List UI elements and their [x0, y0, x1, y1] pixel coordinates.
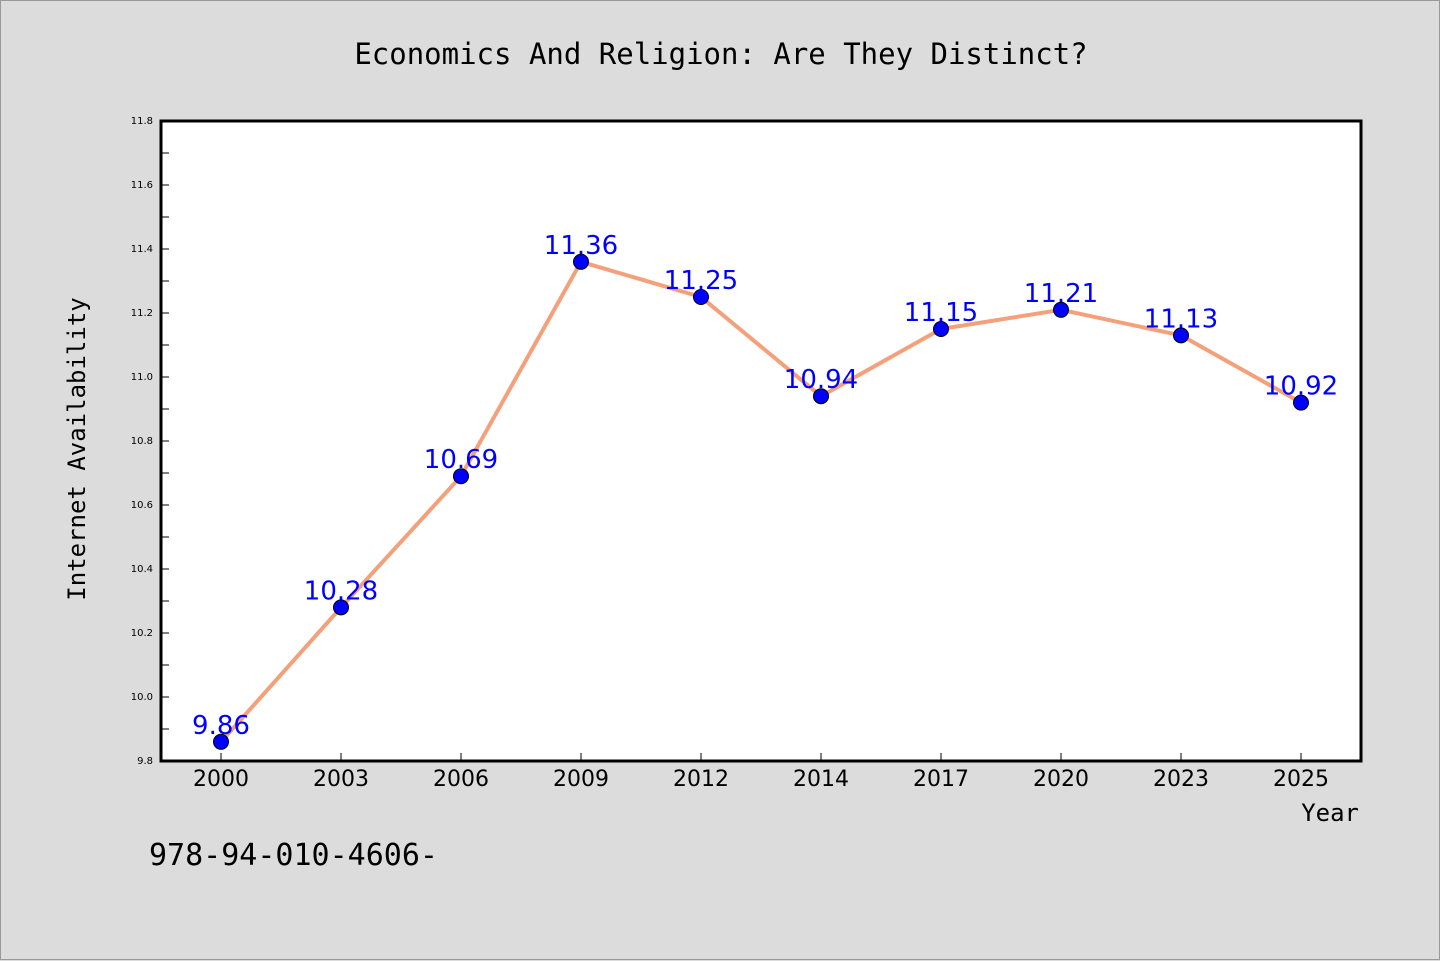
y-tick-label: 11.4 — [131, 244, 153, 255]
data-label-group: 9.86 10.28 10.69 11.36 11.25 10.94 11.15 11.21 1… — [192, 231, 1338, 741]
x-axis-label: Year — [1301, 799, 1359, 827]
x-axis: 2000 2003 2006 2009 2012 2014 2017 2020 2023 2025 — [193, 753, 1329, 792]
x-tick-label: 2006 — [433, 767, 489, 792]
y-axis-label: Internet Availability — [63, 297, 91, 600]
data-point-label: 10.94 — [784, 365, 858, 395]
x-tick-label: 2003 — [313, 767, 369, 792]
y-tick-label: 10.0 — [131, 692, 153, 703]
marker-group — [213, 253, 1309, 750]
data-point-marker — [933, 321, 949, 337]
series-line-group — [219, 259, 1302, 744]
data-point-marker — [1293, 394, 1309, 411]
y-tick-label: 10.4 — [131, 564, 153, 575]
x-tick-label: 2017 — [913, 767, 969, 792]
x-tick-label: 2025 — [1273, 767, 1329, 792]
y-tick-label: 9.8 — [137, 756, 153, 767]
data-point-marker — [693, 289, 709, 305]
plot-area — [161, 121, 1361, 761]
y-tick-label: 10.8 — [131, 436, 153, 447]
data-point-label: 9.86 — [192, 711, 250, 741]
data-point-marker — [1053, 301, 1069, 318]
data-point-marker — [213, 733, 229, 750]
y-tick-label: 10.2 — [131, 628, 153, 639]
x-tick-label: 2009 — [553, 767, 609, 792]
plot-border — [159, 119, 1363, 763]
series-line — [219, 259, 1302, 744]
data-point-label: 11.36 — [544, 231, 618, 261]
y-axis: 9.8 10.0 10.2 10.4 10.6 10.8 11.0 11.2 11.4 11.6 1… — [131, 116, 169, 767]
data-point-label: 11.21 — [1024, 279, 1098, 309]
x-tick-label: 2000 — [193, 767, 249, 792]
data-point-label: 10.28 — [304, 576, 378, 606]
data-point-marker — [813, 388, 829, 405]
data-point-label: 10.69 — [424, 445, 498, 475]
data-point-label: 11.25 — [664, 266, 738, 296]
y-tick-label: 11.0 — [131, 372, 153, 383]
x-tick-label: 2023 — [1153, 767, 1209, 792]
y-tick-label: 11.2 — [131, 308, 153, 319]
footer-isbn-text: 978-94-010-4606- — [149, 838, 438, 873]
x-tick-label: 2020 — [1033, 767, 1089, 792]
data-point-marker — [333, 599, 349, 616]
x-tick-label: 2014 — [793, 767, 849, 792]
data-point-marker — [573, 253, 589, 270]
data-point-label: 11.15 — [904, 298, 978, 328]
data-point-label: 11.13 — [1144, 304, 1218, 334]
y-tick-label: 11.8 — [131, 116, 153, 127]
chart-title: Economics And Religion: Are They Distinc… — [354, 37, 1087, 71]
y-tick-label: 11.6 — [131, 180, 153, 191]
data-point-marker — [1173, 327, 1189, 344]
y-tick-label: 10.6 — [131, 500, 153, 511]
data-point-label: 10.92 — [1264, 372, 1338, 402]
data-point-marker — [453, 468, 469, 485]
x-tick-label: 2012 — [673, 767, 729, 792]
